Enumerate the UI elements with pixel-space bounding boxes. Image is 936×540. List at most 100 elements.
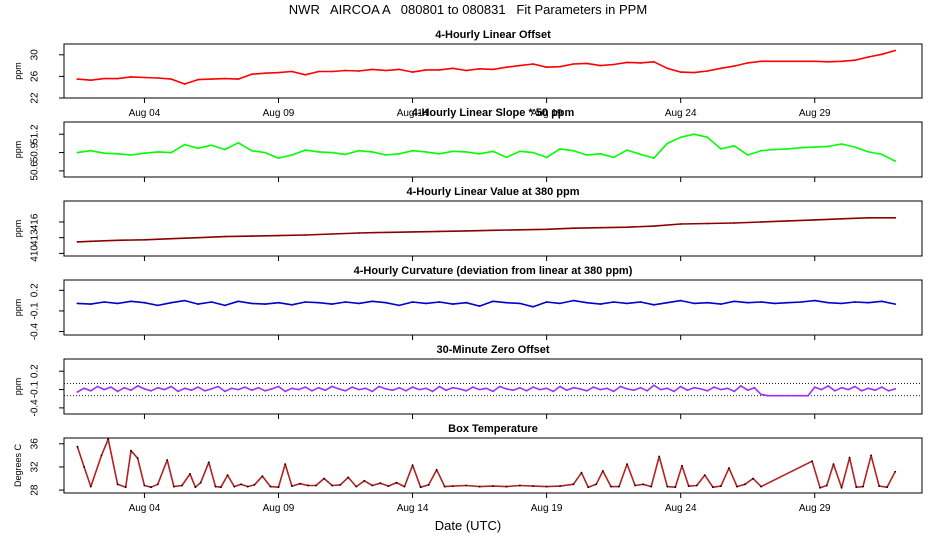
data-point (371, 390, 374, 393)
data-point (143, 76, 146, 79)
data-point (532, 386, 535, 388)
chart-panel-2: 4-Hourly Linear Slope * 50 ppm ppm 50.650.… (13, 107, 923, 182)
data-point (451, 303, 454, 305)
data-point (733, 300, 736, 303)
data-point (518, 150, 521, 153)
data-point (867, 387, 870, 390)
data-point (384, 69, 387, 72)
data-point (766, 394, 769, 397)
data-point (733, 144, 736, 147)
data-point (612, 63, 615, 66)
data-point (478, 485, 481, 488)
data-point (411, 386, 414, 388)
data-point (317, 70, 320, 73)
data-point (720, 303, 722, 305)
data-point (190, 389, 193, 392)
data-point (116, 483, 119, 486)
data-point (712, 486, 714, 489)
data-point (384, 301, 387, 304)
data-point (89, 240, 92, 243)
y-tick-label: 28 (30, 484, 41, 496)
data-point (706, 222, 709, 225)
data-point (116, 239, 119, 242)
data-point (559, 385, 561, 388)
y-tick-label: 50.9 (30, 142, 41, 162)
data-point (478, 305, 481, 307)
y-tick-label: 50.6 (30, 161, 41, 181)
data-point (599, 64, 602, 67)
data-point (371, 484, 374, 487)
data-point (894, 303, 897, 305)
data-point (384, 231, 387, 234)
data-point (304, 234, 307, 236)
data-point (720, 67, 722, 70)
data-point (639, 62, 642, 64)
data-point (304, 73, 307, 76)
data-point (545, 228, 548, 231)
data-point (813, 60, 816, 63)
data-point (572, 227, 575, 230)
data-point (610, 485, 612, 488)
data-point (76, 445, 79, 448)
data-point (264, 151, 266, 154)
data-point (358, 70, 360, 72)
data-point (595, 483, 598, 486)
x-tick-label: Aug 14 (397, 503, 429, 514)
x-tick-label: Aug 19 (531, 503, 563, 514)
data-point (116, 77, 119, 80)
data-point (832, 463, 835, 465)
y-tick-label: -0.1 (30, 302, 41, 320)
data-point (425, 302, 427, 305)
data-point (411, 231, 414, 233)
data-point (800, 60, 803, 63)
data-point (246, 485, 249, 488)
data-point (478, 152, 481, 155)
data-point (411, 71, 414, 73)
data-point (156, 77, 159, 79)
data-point (612, 390, 615, 393)
x-tick-label: Aug 29 (799, 108, 831, 119)
data-point (240, 483, 242, 486)
data-point (438, 230, 441, 233)
data-point (532, 485, 535, 487)
data-point (438, 152, 441, 155)
data-point (894, 388, 897, 390)
data-point (746, 301, 749, 304)
data-point (304, 301, 307, 303)
data-point (244, 386, 246, 388)
data-point (693, 302, 695, 305)
data-point (96, 385, 99, 388)
data-point (130, 76, 132, 78)
data-point (250, 302, 253, 305)
data-point (666, 485, 669, 488)
data-point (371, 68, 374, 71)
data-point (650, 485, 653, 488)
y-tick-label: 0.2 (30, 364, 41, 378)
data-point (226, 474, 229, 476)
data-point (465, 484, 468, 487)
data-point (277, 385, 280, 388)
data-point (257, 386, 260, 389)
data-point (811, 460, 813, 463)
data-point (76, 302, 79, 305)
data-point (894, 216, 897, 219)
data-point (492, 229, 494, 232)
data-point (103, 388, 106, 391)
data-point (331, 484, 333, 487)
series-line (77, 49, 896, 85)
data-point (210, 78, 213, 80)
data-point (572, 149, 575, 152)
x-tick-label: Aug 09 (263, 108, 295, 119)
data-point (867, 301, 870, 304)
data-point (639, 153, 642, 156)
data-point (760, 60, 762, 63)
data-point (552, 390, 555, 393)
panel-title: Box Temperature (448, 423, 538, 435)
data-point (679, 71, 682, 73)
data-point (143, 152, 146, 155)
data-point (458, 388, 461, 390)
data-point (89, 79, 92, 82)
data-point (807, 394, 809, 397)
data-point (639, 386, 642, 389)
data-point (847, 388, 850, 391)
